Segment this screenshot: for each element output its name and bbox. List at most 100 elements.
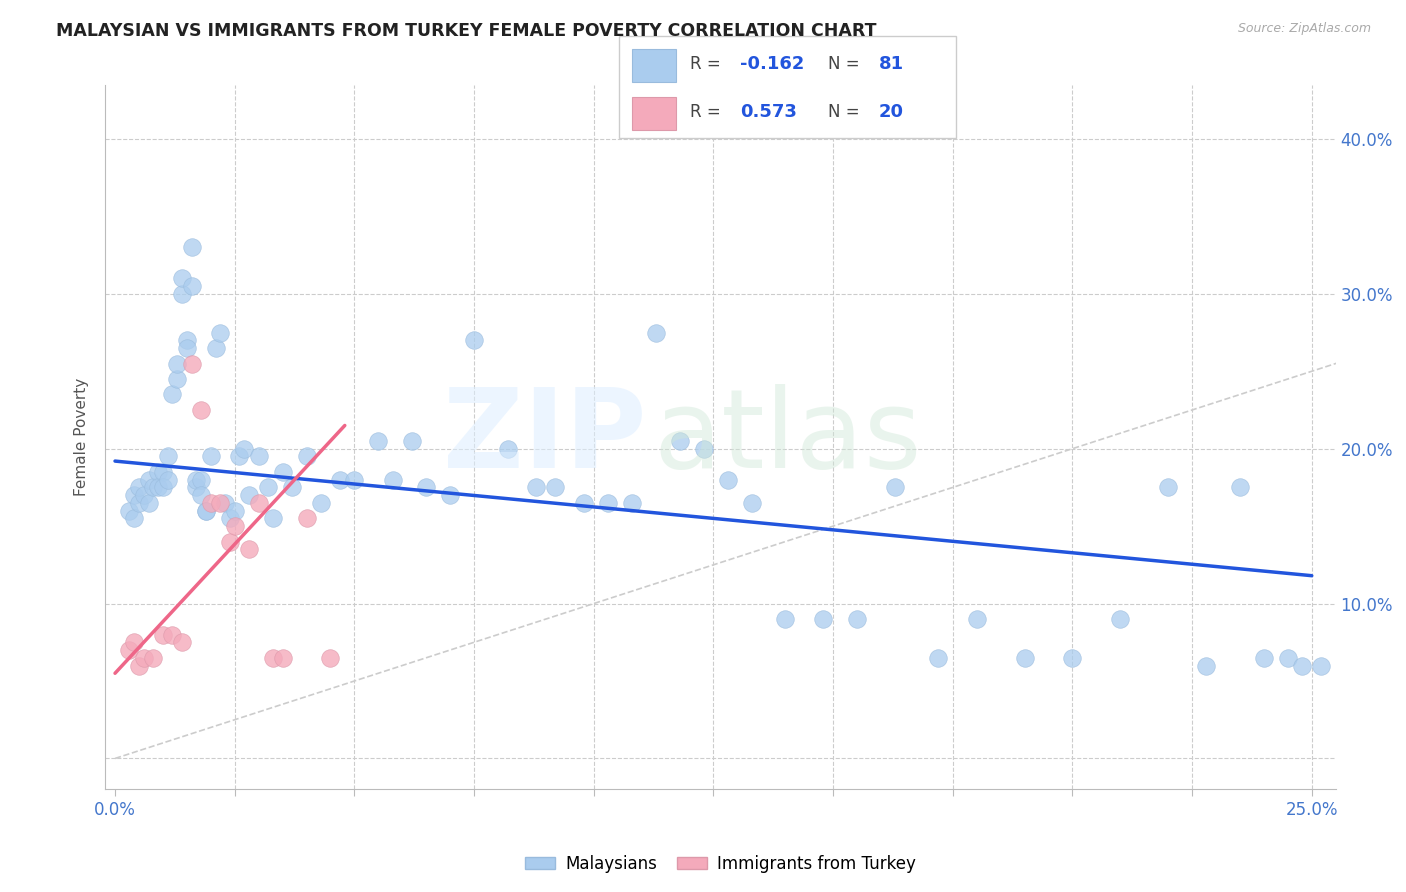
Point <box>190 473 212 487</box>
Point <box>846 612 869 626</box>
Point <box>884 480 907 494</box>
Point <box>401 434 423 448</box>
Point <box>200 496 222 510</box>
Point <box>262 511 284 525</box>
Point <box>152 627 174 641</box>
Point <box>186 480 208 494</box>
Point <box>122 635 145 649</box>
Point <box>966 612 988 626</box>
Point <box>439 488 461 502</box>
Point <box>224 519 246 533</box>
Point <box>152 465 174 479</box>
Point <box>524 480 547 494</box>
Text: 0.573: 0.573 <box>740 103 797 120</box>
Point <box>146 480 169 494</box>
Point <box>927 650 949 665</box>
Point <box>138 496 160 510</box>
Point <box>190 488 212 502</box>
Point <box>247 496 270 510</box>
Point <box>1229 480 1251 494</box>
Point <box>813 612 835 626</box>
Text: N =: N = <box>828 103 859 120</box>
Point <box>238 488 260 502</box>
Point <box>156 450 179 464</box>
Point <box>572 496 595 510</box>
Point <box>128 496 150 510</box>
Point <box>118 503 141 517</box>
Point <box>1157 480 1180 494</box>
Point <box>271 650 294 665</box>
Point <box>741 496 763 510</box>
Point <box>156 473 179 487</box>
Point <box>257 480 280 494</box>
Point <box>238 542 260 557</box>
Point <box>132 650 155 665</box>
Point <box>309 496 332 510</box>
Text: R =: R = <box>689 55 720 73</box>
Point <box>214 496 236 510</box>
Point <box>233 442 256 456</box>
Point <box>1062 650 1084 665</box>
Point <box>170 635 193 649</box>
Point <box>773 612 796 626</box>
Point <box>463 333 485 347</box>
Point <box>224 503 246 517</box>
Text: Source: ZipAtlas.com: Source: ZipAtlas.com <box>1237 22 1371 36</box>
Point <box>132 488 155 502</box>
Point <box>496 442 519 456</box>
Text: MALAYSIAN VS IMMIGRANTS FROM TURKEY FEMALE POVERTY CORRELATION CHART: MALAYSIAN VS IMMIGRANTS FROM TURKEY FEMA… <box>56 22 877 40</box>
Text: R =: R = <box>689 103 720 120</box>
Point <box>262 650 284 665</box>
Point <box>190 403 212 417</box>
Point <box>1109 612 1132 626</box>
Point <box>128 480 150 494</box>
Point <box>596 496 619 510</box>
Point <box>381 473 404 487</box>
Point <box>367 434 389 448</box>
Point <box>295 511 318 525</box>
Text: N =: N = <box>828 55 859 73</box>
Point <box>1014 650 1036 665</box>
Point <box>166 372 188 386</box>
Point <box>281 480 304 494</box>
Point <box>693 442 716 456</box>
Point <box>170 271 193 285</box>
Point <box>271 465 294 479</box>
Legend: Malaysians, Immigrants from Turkey: Malaysians, Immigrants from Turkey <box>526 855 915 872</box>
Point <box>118 643 141 657</box>
Point <box>152 480 174 494</box>
Point <box>1253 650 1275 665</box>
Point <box>142 650 165 665</box>
Point <box>122 511 145 525</box>
Point <box>180 279 202 293</box>
Point <box>544 480 567 494</box>
Point <box>162 627 184 641</box>
Point <box>645 326 668 340</box>
Point <box>1195 658 1218 673</box>
Point <box>204 341 226 355</box>
Text: 81: 81 <box>879 55 904 73</box>
Point <box>209 496 232 510</box>
Text: atlas: atlas <box>652 384 921 491</box>
Text: 20: 20 <box>879 103 904 120</box>
Point <box>247 450 270 464</box>
Point <box>180 240 202 254</box>
Text: ZIP: ZIP <box>443 384 647 491</box>
Point <box>295 450 318 464</box>
Point <box>200 450 222 464</box>
Point <box>138 473 160 487</box>
Point <box>415 480 437 494</box>
Point <box>176 341 198 355</box>
Point <box>717 473 740 487</box>
Point <box>142 480 165 494</box>
Point <box>621 496 644 510</box>
Point <box>194 503 217 517</box>
Point <box>162 387 184 401</box>
Point <box>186 473 208 487</box>
Point <box>319 650 342 665</box>
Point <box>219 534 242 549</box>
Point <box>343 473 366 487</box>
Point <box>170 286 193 301</box>
Point <box>219 511 242 525</box>
Point <box>1310 658 1333 673</box>
